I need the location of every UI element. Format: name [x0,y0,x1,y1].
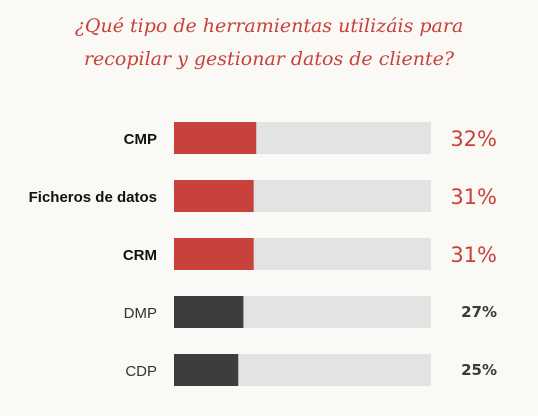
category-label: CMP [124,131,157,148]
bar [174,296,244,328]
value-label: 25% [461,361,497,379]
bar [174,122,257,154]
value-label: 27% [461,303,497,321]
value-label: 31% [450,185,497,209]
bar [174,354,239,386]
category-label: CRM [123,247,157,264]
value-label: 31% [450,243,497,267]
value-label: 32% [450,127,497,151]
chart-title: ¿Qué tipo de herramientas utilizáis para… [0,10,538,76]
bar [174,180,254,212]
category-label: CDP [125,363,157,380]
category-label: DMP [124,305,157,322]
chart-title-line-1: ¿Qué tipo de herramientas utilizáis para [74,15,464,37]
bar [174,238,254,270]
chart-title-line-2: recopilar y gestionar datos de cliente? [83,48,455,70]
category-label: Ficheros de datos [29,189,157,206]
